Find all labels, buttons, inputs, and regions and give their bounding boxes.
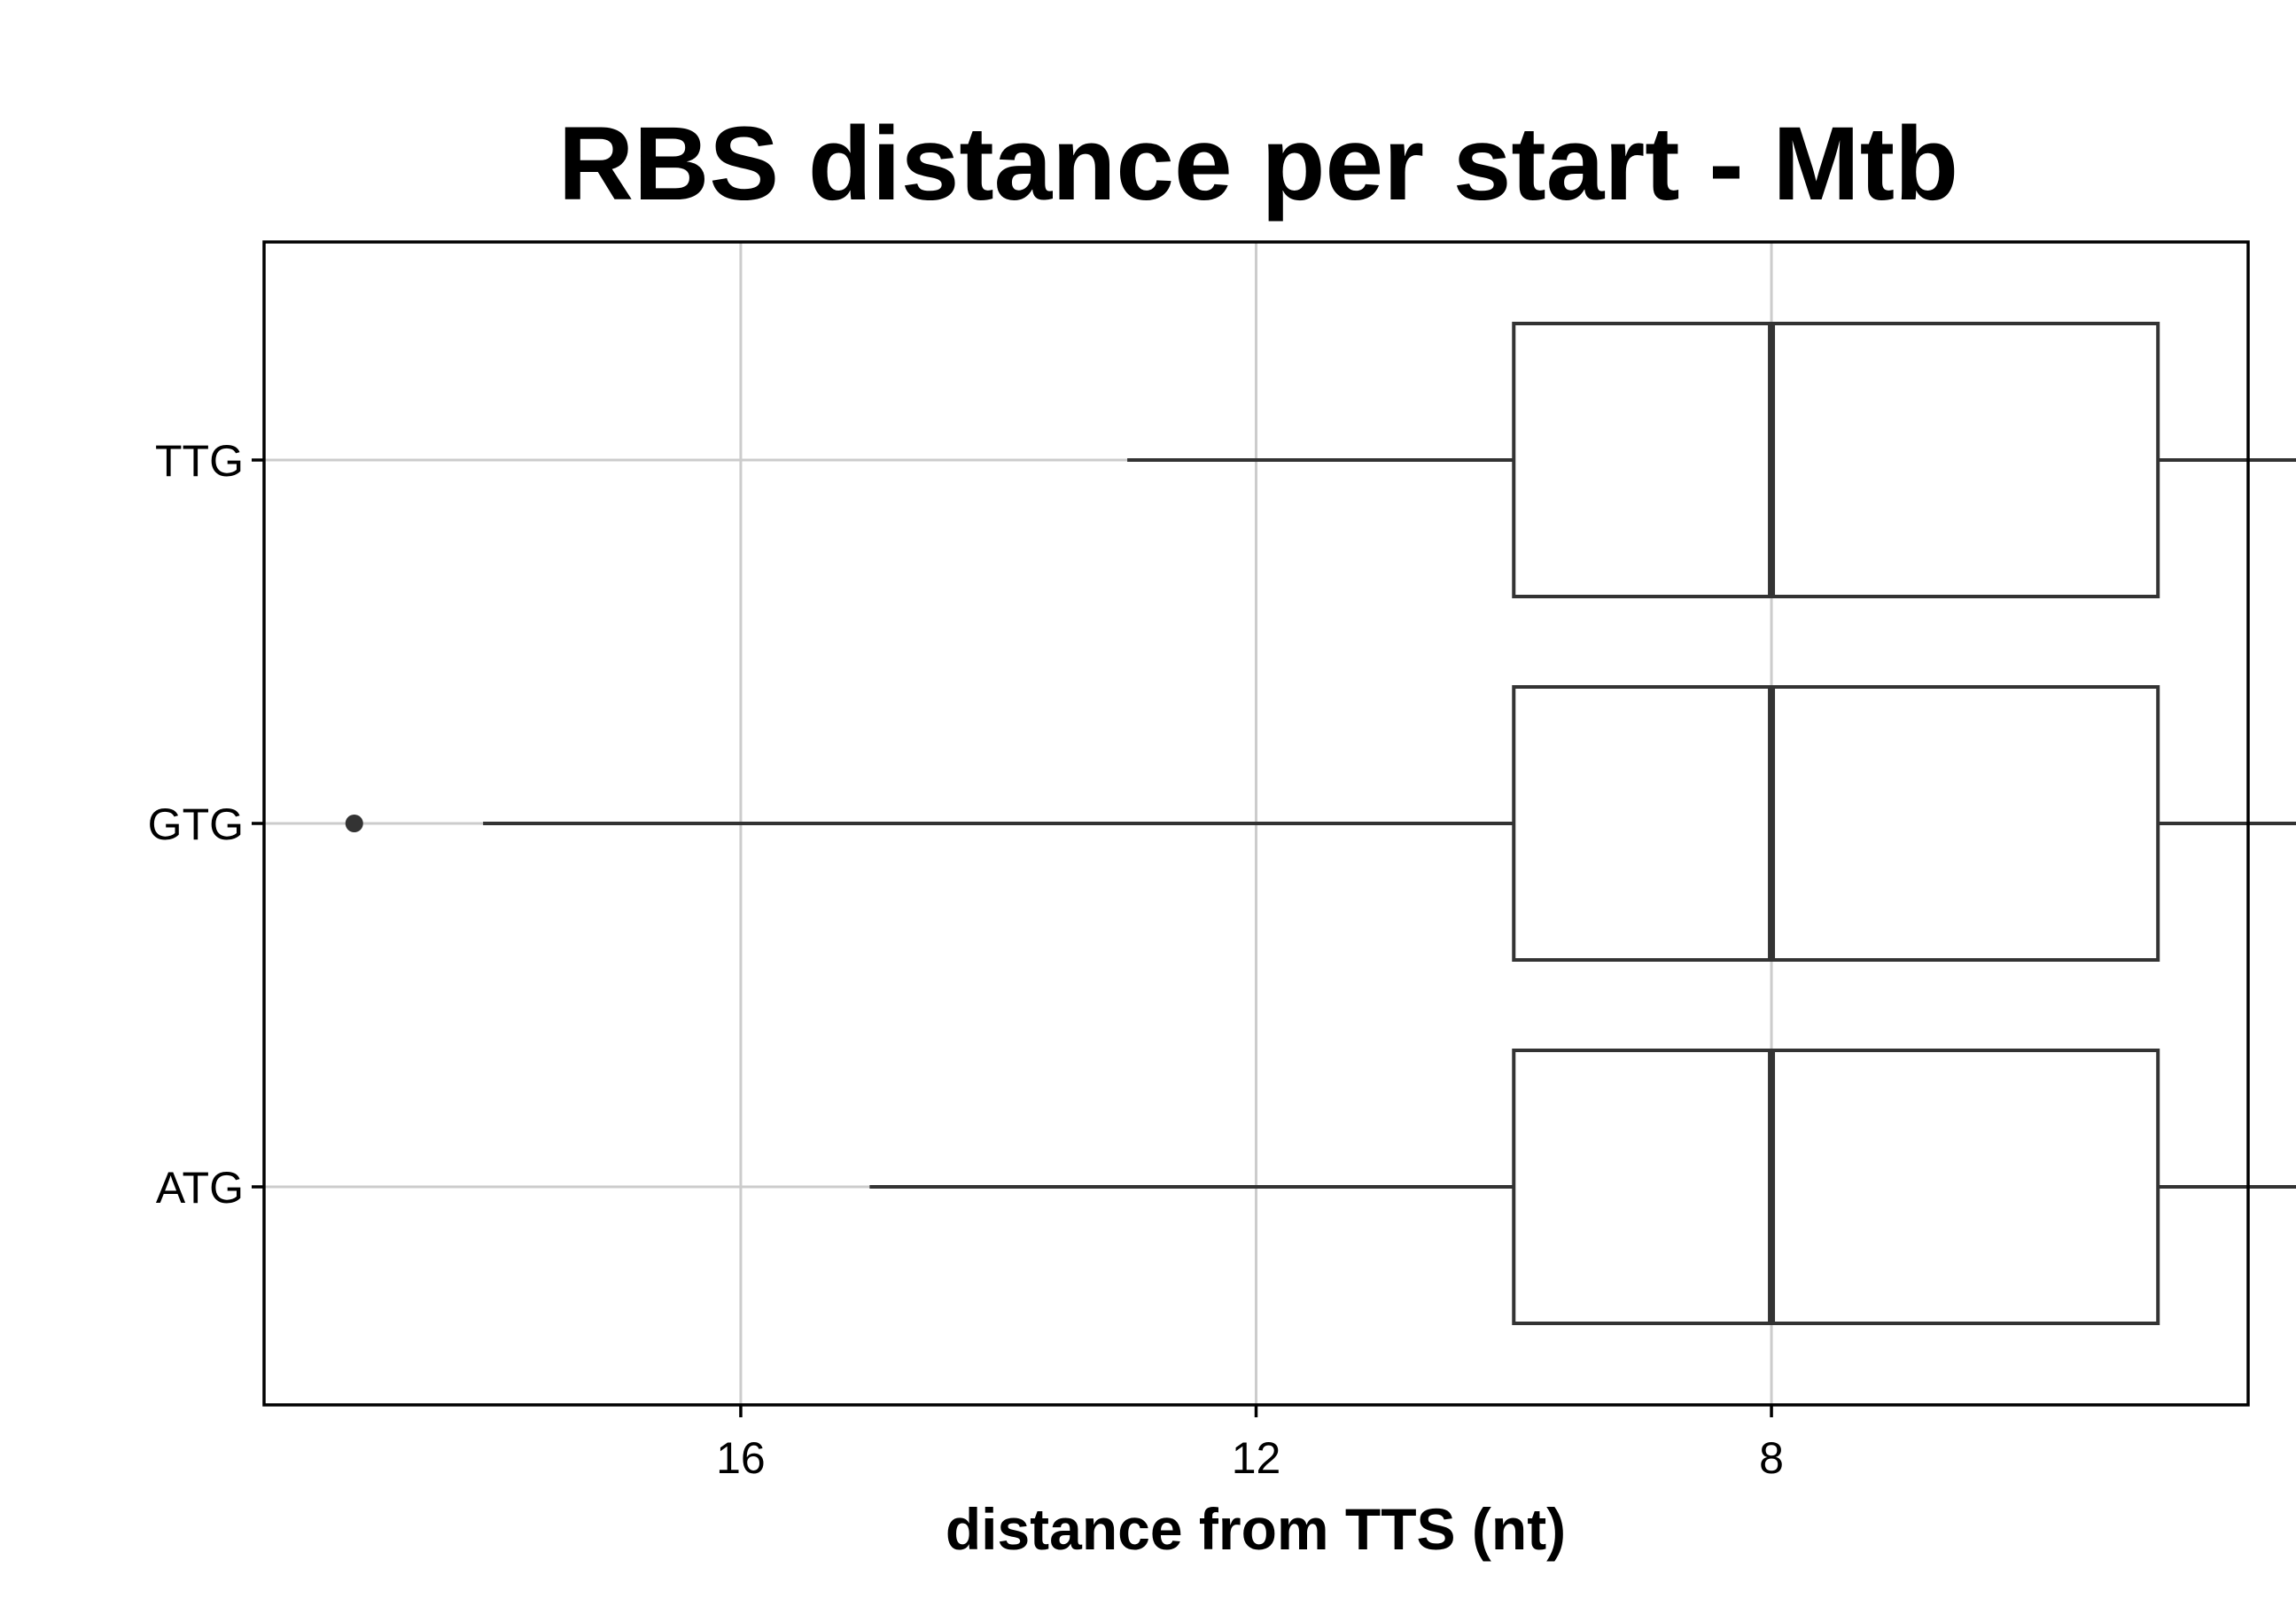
x-tick-label-8: 8 xyxy=(1759,1433,1784,1483)
chart-title: RBS distance per start - Mtb xyxy=(558,105,1958,222)
boxes xyxy=(345,322,2296,1325)
y-tick-label-ttg: TTG xyxy=(155,436,244,486)
axis-ticks: 16 12 8 ATG GTG TTG xyxy=(148,436,1784,1483)
y-tick-label-gtg: GTG xyxy=(148,800,244,849)
x-tick-label-16: 16 xyxy=(716,1433,766,1483)
box-gtg xyxy=(1512,685,2160,962)
box-ttg xyxy=(1512,322,2160,598)
x-tick-label-12: 12 xyxy=(1232,1433,1281,1483)
x-axis-label: distance from TTS (nt) xyxy=(946,1496,1566,1562)
box-atg xyxy=(1512,1049,2160,1325)
outlier-gtg-0 xyxy=(345,815,363,832)
y-tick-label-atg: ATG xyxy=(156,1163,244,1213)
